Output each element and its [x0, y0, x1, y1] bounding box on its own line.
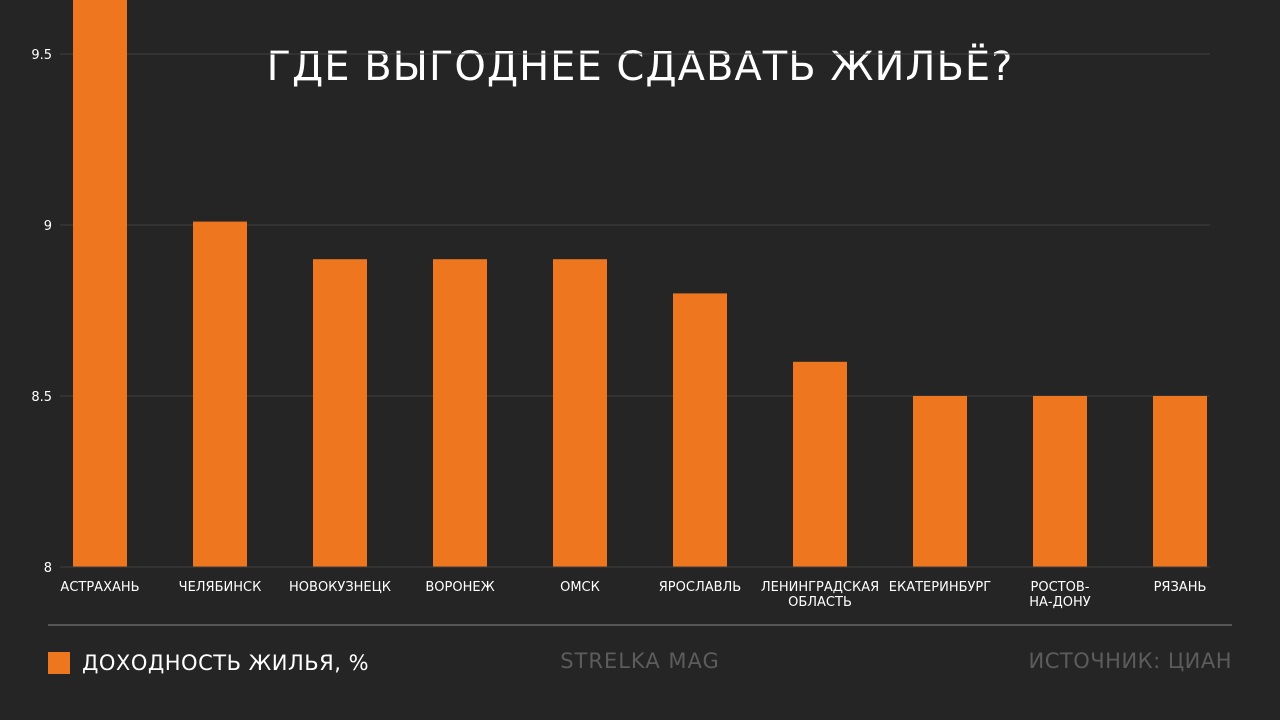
bar-chart: 88.599.51010.5АСТРАХАНЬЧЕЛЯБИНСКНОВОКУЗН… [31, 0, 1210, 610]
bar [1153, 396, 1207, 567]
x-tick-label-line: РЯЗАНЬ [1154, 580, 1207, 595]
x-tick-label-line: РОСТОВ- [1031, 580, 1090, 595]
x-tick-label-line: ОМСК [560, 580, 600, 595]
x-tick-label-line: ОБЛАСТЬ [788, 595, 852, 610]
x-tick-label: ЧЕЛЯБИНСК [179, 580, 262, 595]
bar [673, 293, 727, 567]
legend-label: ДОХОДНОСТЬ ЖИЛЬЯ, % [82, 651, 370, 675]
x-tick-label: НОВОКУЗНЕЦК [289, 580, 391, 595]
y-tick-label: 8.5 [31, 390, 52, 405]
bar [1033, 396, 1087, 567]
y-tick-label: 8 [44, 561, 52, 576]
x-tick-label-line: АСТРАХАНЬ [60, 580, 139, 595]
x-tick-label-line: ВОРОНЕЖ [425, 580, 494, 595]
bar [73, 0, 127, 568]
bar [913, 396, 967, 567]
x-tick-label: ВОРОНЕЖ [425, 580, 494, 595]
x-tick-label-line: ЧЕЛЯБИНСК [179, 580, 262, 595]
x-tick-label-line: ЕКАТЕРИНБУРГ [889, 580, 992, 595]
x-tick-label: РОСТОВ-НА-ДОНУ [1029, 580, 1091, 610]
chart-title: ГДЕ ВЫГОДНЕЕ СДАВАТЬ ЖИЛЬЁ? [266, 44, 1014, 90]
x-tick-label: РЯЗАНЬ [1154, 580, 1207, 595]
legend-swatch [48, 652, 70, 674]
brand-label: STRELKA MAG [560, 649, 720, 673]
x-tick-label: ЕКАТЕРИНБУРГ [889, 580, 992, 595]
legend: ДОХОДНОСТЬ ЖИЛЬЯ, % [48, 648, 369, 678]
bar [313, 259, 367, 567]
x-tick-label: ЯРОСЛАВЛЬ [659, 580, 741, 595]
x-tick-label-line: НОВОКУЗНЕЦК [289, 580, 391, 595]
bar [793, 361, 847, 567]
x-tick-label: ЛЕНИНГРАДСКАЯ ОБЛАСТЬ [761, 580, 879, 610]
y-tick-label: 9.5 [31, 48, 52, 63]
x-tick-label-line: ЛЕНИНГРАДСКАЯ [761, 580, 879, 595]
x-tick-label: АСТРАХАНЬ [60, 580, 139, 595]
x-tick-label-line: НА-ДОНУ [1029, 595, 1091, 610]
source-label: ИСТОЧНИК: ЦИАН [1028, 649, 1232, 673]
x-tick-label: ОМСК [560, 580, 600, 595]
bar [193, 221, 247, 567]
x-tick-label-line: ЯРОСЛАВЛЬ [659, 580, 741, 595]
bar [553, 259, 607, 567]
y-tick-label: 9 [44, 219, 52, 234]
bar [433, 259, 487, 567]
footer-divider [48, 624, 1232, 626]
